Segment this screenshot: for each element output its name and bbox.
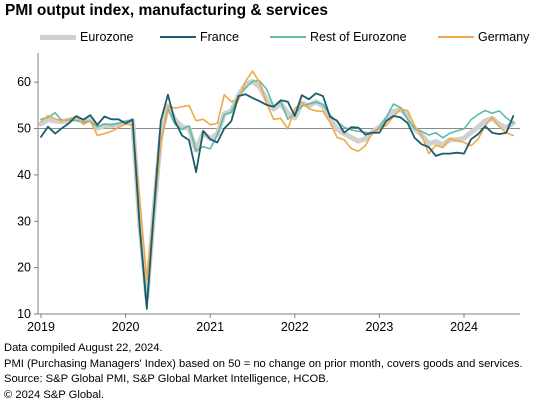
y-tick-label: 40 bbox=[17, 168, 31, 182]
legend-label-france: France bbox=[200, 30, 239, 44]
legend-label-germany: Germany bbox=[478, 30, 530, 44]
y-tick-label: 10 bbox=[17, 307, 31, 321]
footnotes: Data compiled August 22, 2024. PMI (Purc… bbox=[4, 341, 523, 403]
x-tick-label: 2021 bbox=[196, 320, 224, 334]
series-line-germany bbox=[40, 70, 515, 281]
x-tick-label: 2020 bbox=[112, 320, 140, 334]
x-tick-label: 2019 bbox=[27, 320, 55, 334]
chart-legend: Eurozone France Rest of Eurozone Germany bbox=[0, 30, 551, 46]
series-line-france bbox=[40, 92, 515, 310]
legend-swatch-rest-of-eurozone bbox=[270, 36, 306, 38]
footnote-source: Source: S&P Global PMI, S&P Global Marke… bbox=[4, 373, 329, 385]
footnote-definition: PMI (Purchasing Managers' Index) based o… bbox=[4, 357, 523, 370]
series-line-eurozone bbox=[38, 78, 516, 300]
legend-item-germany: Germany bbox=[438, 30, 529, 44]
chart-title: PMI output index, manufacturing & servic… bbox=[5, 2, 328, 19]
legend-label-rest-of-eurozone: Rest of Eurozone bbox=[310, 30, 407, 44]
legend-label-eurozone: Eurozone bbox=[80, 30, 134, 44]
legend-swatch-eurozone bbox=[40, 34, 76, 40]
legend-item-france: France bbox=[160, 30, 239, 44]
y-tick-label: 20 bbox=[17, 261, 31, 275]
legend-swatch-france bbox=[160, 36, 196, 38]
x-tick-label: 2022 bbox=[281, 320, 309, 334]
y-tick-label: 30 bbox=[17, 214, 31, 228]
line-chart: 10 20 30 40 50 60 2019 2020 2021 2022 2023 2024 bbox=[17, 53, 520, 334]
series-line-rest-of-eurozone bbox=[40, 80, 515, 304]
legend-swatch-germany bbox=[438, 36, 474, 38]
legend-item-rest-of-eurozone: Rest of Eurozone bbox=[270, 30, 407, 44]
x-tick-label: 2024 bbox=[450, 320, 478, 334]
y-tick-label: 60 bbox=[17, 75, 31, 89]
legend-item-eurozone: Eurozone bbox=[40, 30, 134, 44]
y-tick-label: 50 bbox=[17, 122, 31, 136]
footnote-copyright: © 2024 S&P Global. bbox=[4, 388, 105, 401]
footnote-date: Data compiled August 22, 2024. bbox=[4, 342, 163, 354]
x-tick-label: 2023 bbox=[365, 320, 393, 334]
